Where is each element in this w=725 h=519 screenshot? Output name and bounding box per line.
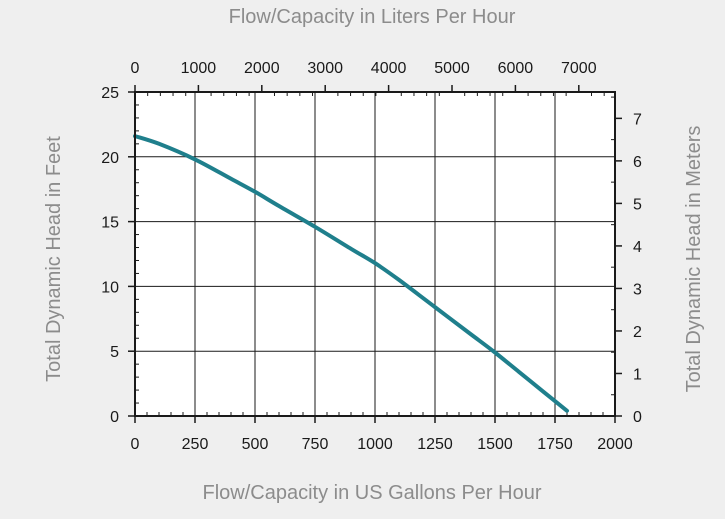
- x-tick-label: 500: [242, 436, 269, 453]
- grid-lines: [135, 92, 615, 416]
- x-tick-label: 1750: [537, 436, 573, 453]
- y-tick-label: 15: [101, 215, 119, 232]
- y-tick-label: 25: [101, 85, 119, 102]
- x-tick-label: 1250: [417, 436, 453, 453]
- y2-tick-label: 0: [633, 409, 642, 426]
- y2-tick-label: 7: [633, 111, 642, 128]
- y2-tick-label: 6: [633, 154, 642, 171]
- tick-labels: 0 250 500 750 1000 1250 1500 1750 20000510152025…: [101, 60, 642, 453]
- top-axis-title: Flow/Capacity in Liters Per Hour: [229, 6, 516, 28]
- x-tick-label: 0: [131, 436, 140, 453]
- x-tick-label: 750: [302, 436, 329, 453]
- y2-tick-label: 1: [633, 366, 642, 383]
- y2-tick-label: 2: [633, 324, 642, 341]
- y-tick-label: 10: [101, 279, 119, 296]
- y2-tick-label: 4: [633, 239, 642, 256]
- y-tick-label: 0: [110, 409, 119, 426]
- performance-curve: [133, 134, 569, 413]
- y2-tick-label: 3: [633, 281, 642, 298]
- plot-frame: [134, 91, 616, 417]
- x2-tick-label: 7000: [561, 60, 597, 77]
- left-axis-title: Total Dynamic Head in Feet: [43, 136, 65, 382]
- x2-tick-label: 2000: [244, 60, 280, 77]
- x-tick-label: 1500: [477, 436, 513, 453]
- y2-tick-label: 5: [633, 196, 642, 213]
- x2-tick-label: 4000: [371, 60, 407, 77]
- x2-tick-label: 3000: [307, 60, 343, 77]
- bottom-axis-title: Flow/Capacity in US Gallons Per Hour: [202, 482, 541, 504]
- x2-tick-label: 6000: [498, 60, 534, 77]
- x2-tick-label: 0: [131, 60, 140, 77]
- x-tick-label: 2000: [597, 436, 633, 453]
- y-tick-label: 20: [101, 150, 119, 167]
- x2-tick-label: 1000: [181, 60, 217, 77]
- right-axis-title: Total Dynamic Head in Meters: [683, 126, 705, 393]
- x-tick-label: 1000: [357, 436, 393, 453]
- x-tick-label: 250: [182, 436, 209, 453]
- axes: [128, 85, 622, 423]
- y-tick-label: 5: [110, 344, 119, 361]
- x2-tick-label: 5000: [434, 60, 470, 77]
